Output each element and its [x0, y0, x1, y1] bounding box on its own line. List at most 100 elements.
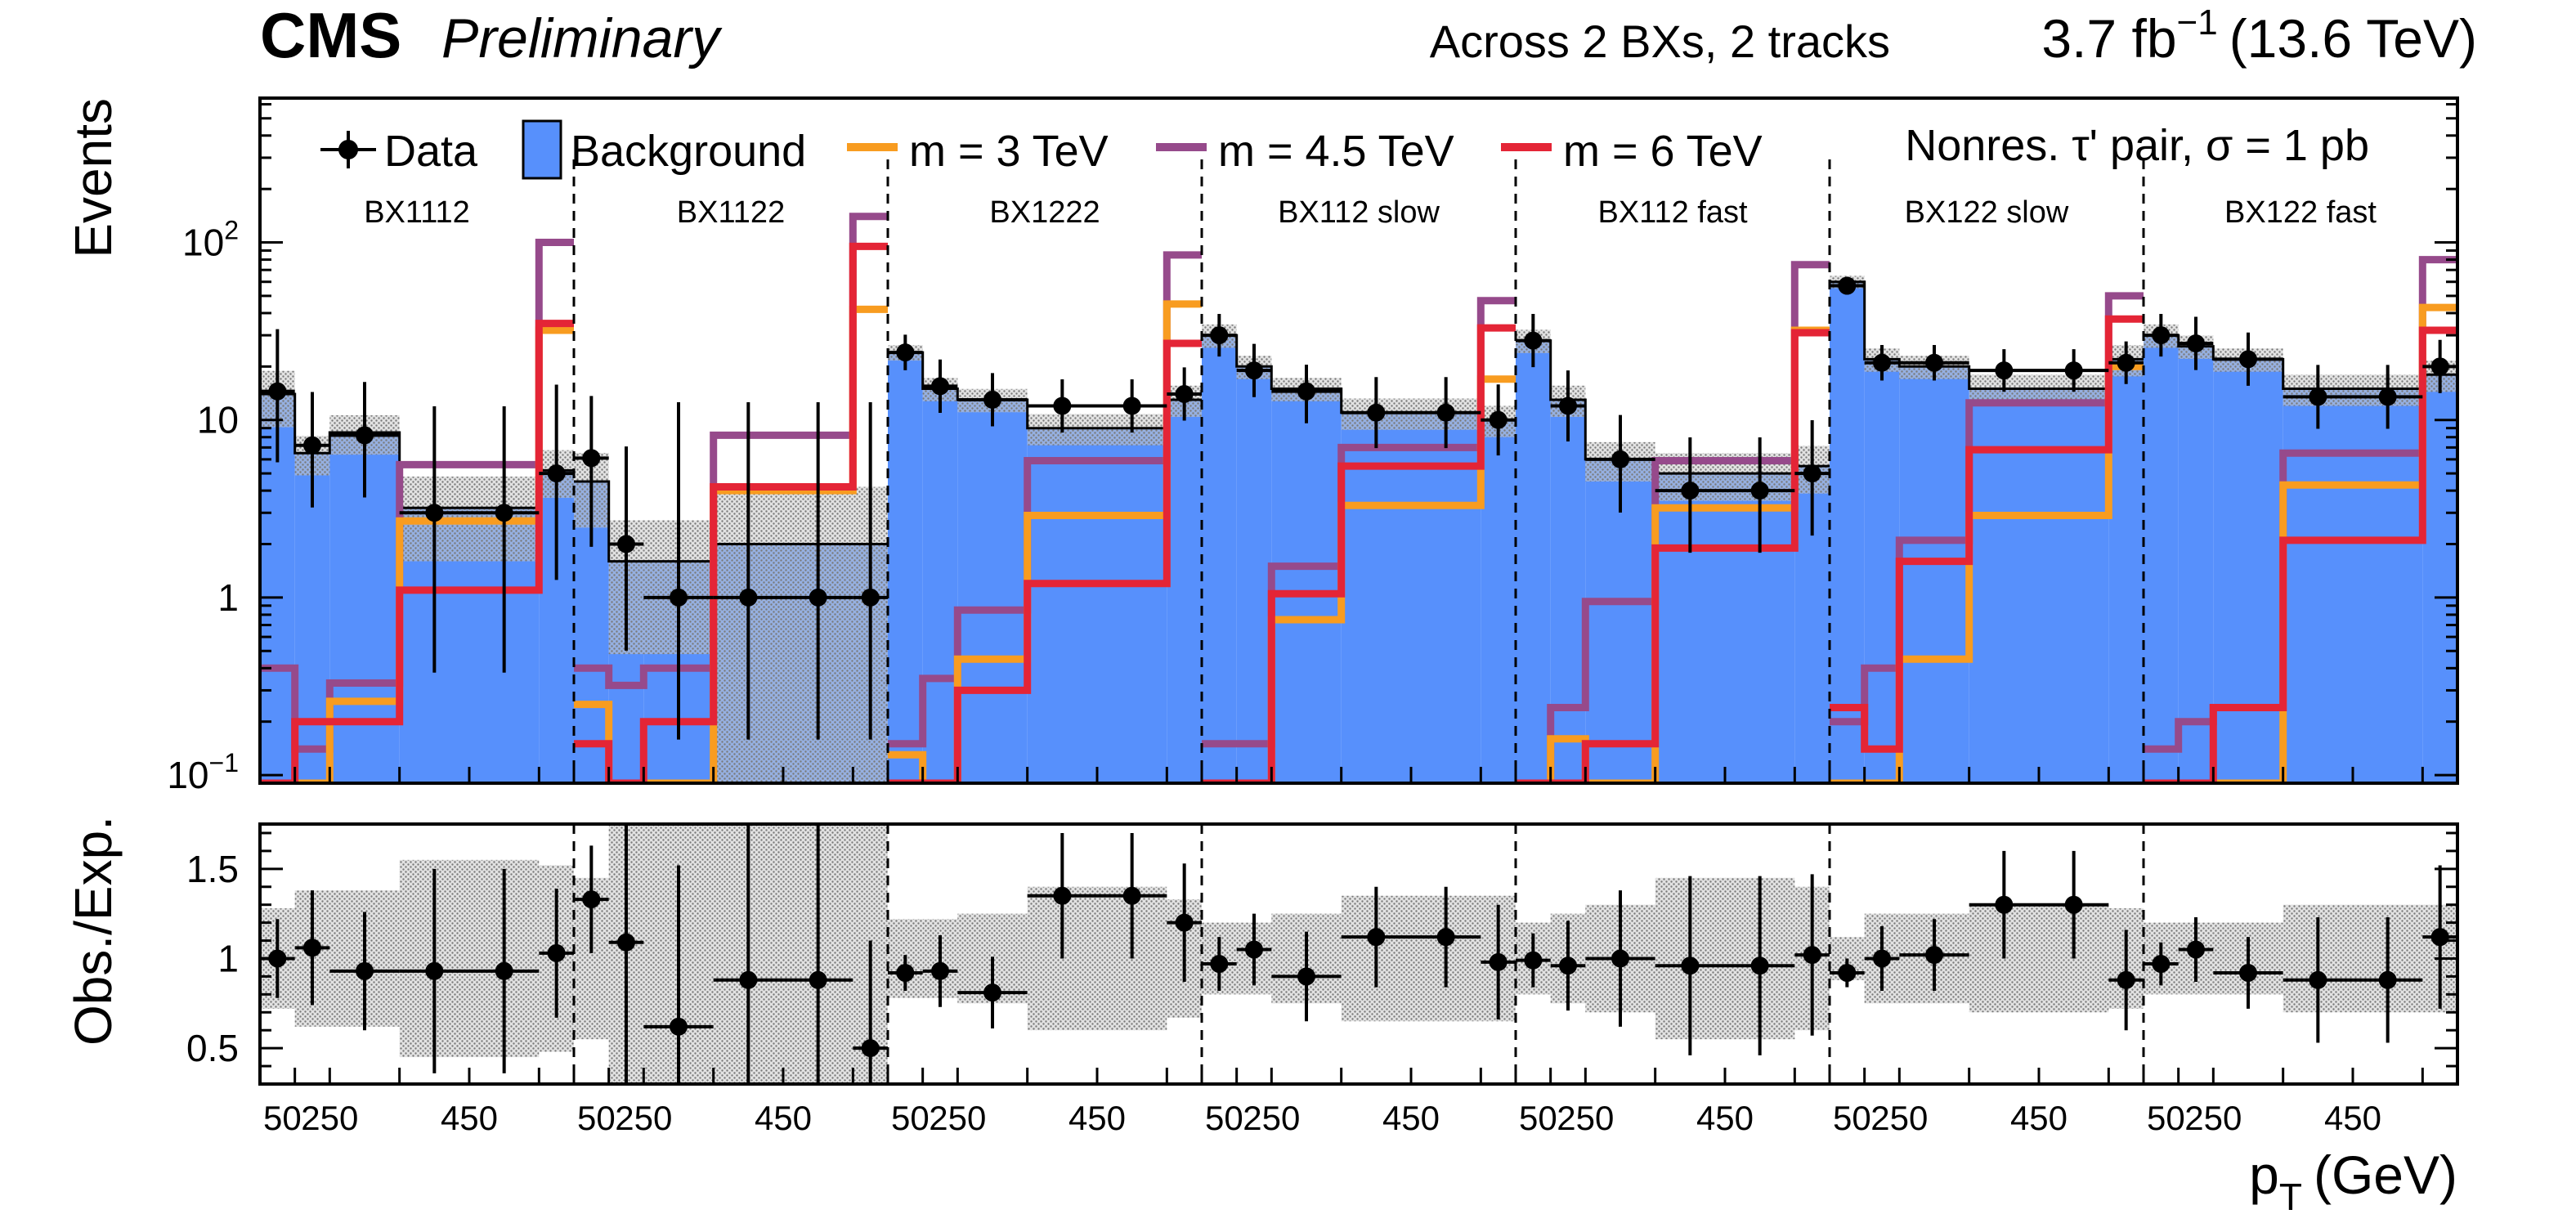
ratio-point: [670, 1017, 688, 1036]
ratio-point: [547, 943, 566, 962]
legend-m3: m = 3 TeV: [847, 127, 1109, 176]
category-label: BX112 fast: [1597, 195, 1748, 230]
data-point: [1925, 353, 1943, 372]
ratio-point: [1559, 956, 1577, 975]
background-bar: [1516, 340, 1551, 783]
background-bar: [1097, 428, 1167, 783]
background-bar: [294, 453, 330, 783]
ratio-point: [617, 933, 635, 952]
ratio-panel-content: [260, 824, 2457, 1084]
ratio-point: [1122, 886, 1141, 905]
y-axis-title-top: Events: [64, 98, 123, 258]
data-point: [1803, 464, 1821, 483]
data-point: [931, 377, 949, 396]
ratio-point: [2430, 928, 2449, 947]
ratio-point: [356, 961, 374, 980]
top-panel-content: [260, 213, 2457, 783]
data-point: [2187, 334, 2205, 353]
x-tick-label: 450: [1382, 1099, 1440, 1137]
x-tick-label: 250: [1557, 1099, 1614, 1137]
data-point: [2239, 350, 2257, 369]
legend-m6: m = 6 TeV: [1501, 127, 1763, 176]
data-point: [2064, 361, 2083, 380]
ratio-point: [1489, 952, 1508, 971]
legend-m45-label: m = 4.5 TeV: [1218, 127, 1454, 176]
ratio-point: [1367, 928, 1386, 947]
y-tick-mantissa: 10: [197, 399, 239, 441]
legend-background: Background: [522, 119, 806, 180]
legend: Data Background m = 3 TeV m = 4.5 TeV m …: [320, 119, 1763, 180]
ratio-point: [1210, 955, 1229, 974]
signal-m6-line: [1202, 324, 1516, 783]
x-tick-label: 50: [577, 1099, 616, 1137]
ratio-point: [2064, 895, 2083, 914]
preliminary-label: Preliminary: [441, 7, 723, 69]
data-point: [983, 390, 1001, 409]
data-point: [1611, 450, 1629, 468]
ratio-point: [2187, 940, 2205, 959]
ratio-point: [303, 939, 321, 957]
legend-data: Data: [320, 127, 478, 176]
legend-background-label: Background: [571, 127, 806, 176]
data-point: [268, 382, 287, 401]
lumi-exponent: −1: [2177, 2, 2218, 43]
category-label: BX112 slow: [1278, 195, 1440, 230]
ratio-point: [1838, 964, 1857, 983]
y-tick-label: 10: [197, 399, 239, 441]
ratio-point: [896, 964, 915, 983]
data-point: [425, 504, 444, 522]
x-tick-label: 450: [755, 1099, 812, 1137]
y-tick-label: 10−1: [167, 748, 239, 796]
background-bar: [1236, 366, 1272, 783]
data-point: [2152, 326, 2171, 345]
category-label: BX1112: [364, 195, 470, 230]
data-point: [1122, 396, 1141, 415]
x-tick-label: 450: [441, 1099, 498, 1137]
lumi-value: 3.7 fb: [2041, 8, 2176, 69]
ratio-y-tick-label: 1: [217, 937, 239, 979]
x-tick-label: 450: [1068, 1099, 1126, 1137]
legend-m3-label: m = 3 TeV: [909, 127, 1109, 176]
x-tick-label: 450: [1696, 1099, 1754, 1137]
x-axis-title: pT (GeV): [2249, 1145, 2457, 1218]
data-point: [1995, 361, 2014, 380]
x-tick-label: 250: [929, 1099, 986, 1137]
ratio-point: [2152, 955, 2171, 974]
data-point: [1559, 396, 1577, 415]
ratio-point: [2378, 970, 2397, 989]
ratio-point: [2239, 964, 2257, 983]
data-point: [2378, 388, 2397, 406]
ratio-point: [1803, 946, 1821, 965]
x-tick-label: 50: [1205, 1099, 1243, 1137]
background-bar: [1167, 399, 1202, 783]
data-point: [547, 464, 566, 483]
ratio-point: [1297, 967, 1315, 986]
ratio-point: [1524, 951, 1543, 970]
data-point: [1245, 361, 1263, 380]
ratio-point: [1245, 940, 1263, 959]
background-bar: [1481, 419, 1516, 783]
selection-label: Across 2 BXs, 2 tracks: [1430, 16, 1890, 67]
data-point: [1524, 331, 1543, 350]
x-axis-title-unit: (GeV): [2314, 1145, 2457, 1205]
data-point: [1367, 403, 1386, 422]
background-bar: [1969, 388, 2039, 783]
y-tick-mantissa: 10: [167, 754, 208, 796]
ratio-point: [582, 890, 601, 909]
x-tick-label: 250: [2184, 1099, 2242, 1137]
y-tick-label: 102: [182, 216, 239, 264]
ratio-point: [809, 970, 827, 989]
data-point: [861, 588, 880, 607]
data-point: [495, 504, 513, 522]
ratio-point: [2309, 970, 2327, 989]
ratio-point: [2117, 970, 2135, 989]
background-bar: [1830, 281, 1865, 783]
category-label: BX1222: [989, 195, 1100, 230]
lumi-energy: (13.6 TeV): [2229, 8, 2477, 69]
data-point: [670, 588, 688, 607]
background-bar: [1027, 428, 1097, 783]
top-panel-frame: [258, 96, 2459, 785]
background-bar: [2178, 346, 2214, 783]
data-point: [1838, 276, 1857, 295]
